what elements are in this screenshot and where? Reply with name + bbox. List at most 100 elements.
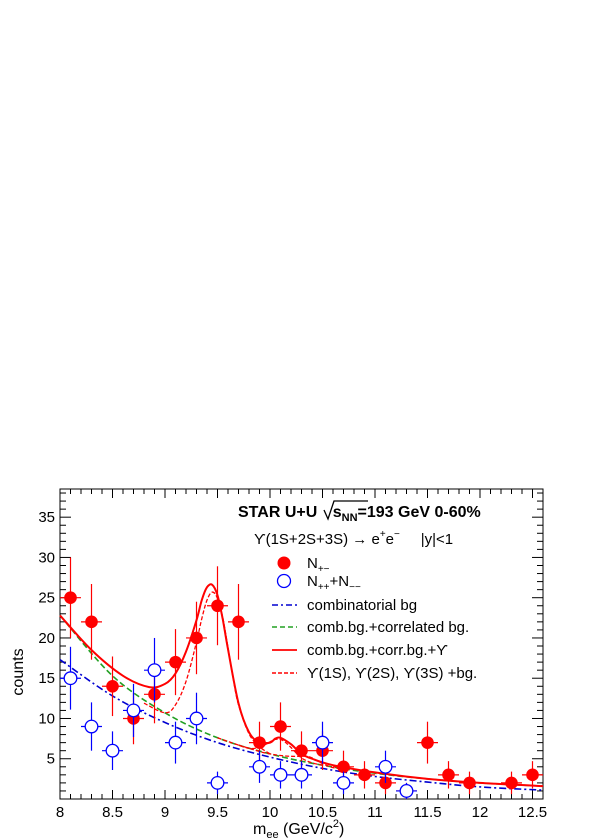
like-sign-point <box>102 731 123 771</box>
legend-like-n2: +N <box>330 573 350 590</box>
like-sign-point <box>81 702 102 751</box>
point-marker <box>211 599 224 613</box>
x-tick-label: 12 <box>472 804 489 821</box>
annotation-sqrt-sub: NN <box>342 512 358 524</box>
point-marker <box>336 775 351 790</box>
y-tick-label: 30 <box>38 549 55 566</box>
point-marker <box>147 663 162 678</box>
point-marker <box>295 744 308 757</box>
legend-label-like: N+++N−− <box>307 573 361 593</box>
axis-ticks <box>59 489 544 800</box>
point-marker <box>64 591 77 605</box>
x-axis-label-sub: ee <box>266 829 278 840</box>
x-axis-label-main: m <box>253 821 266 838</box>
unlike-sign-point <box>186 601 207 675</box>
y-tick-label: 5 <box>47 751 55 768</box>
curve-upsilon-2s <box>217 737 323 766</box>
unlike-sign-point <box>207 566 228 646</box>
point-marker <box>421 736 434 749</box>
tick-labels: 8 8.5 9 9.5 10 10.5 11 11.5 12 12.5 5 10 15 20 25 30 35 <box>38 509 547 821</box>
unlike-sign-point <box>81 584 102 660</box>
like-sign-point <box>333 771 354 795</box>
point-marker <box>442 768 455 782</box>
legend-like-n1: N <box>307 573 318 590</box>
like-sign-point <box>312 721 333 764</box>
y-axis-label: counts <box>10 648 27 695</box>
like-sign-point <box>165 721 186 764</box>
annotation-line1: STAR U+U sNN=193 GeV 0-60% <box>238 504 481 524</box>
annotation-line2: ϒ(1S+2S+3S) → e+e− |y|<1 <box>254 529 453 548</box>
y-tick-label: 15 <box>38 670 55 687</box>
point-marker <box>189 711 204 726</box>
unlike-sign-point <box>165 629 186 696</box>
point-marker <box>526 768 539 782</box>
x-tick-label: 9 <box>161 804 169 821</box>
like-sign-point <box>291 761 312 789</box>
annotation-sup-plus: + <box>380 529 386 540</box>
legend: N+− N+++N−− combinatorial bg comb.bg.+co… <box>272 555 477 682</box>
point-marker <box>106 679 119 693</box>
like-sign-point <box>186 692 207 745</box>
annotation-rapidity: |y|<1 <box>400 531 453 548</box>
x-tick-label: 11.5 <box>413 804 441 821</box>
like-sign-point <box>249 750 270 783</box>
point-marker <box>463 776 476 790</box>
like-sign-point <box>396 782 417 799</box>
x-axis-label-unit-open: (GeV/c <box>279 821 333 838</box>
legend-label-combinatorial: combinatorial bg <box>307 597 417 614</box>
x-axis-label: mee (GeV/c2) <box>253 818 344 840</box>
x-tick-label: 10 <box>262 804 279 821</box>
legend-label-upsilon-states: ϒ(1S), ϒ(2S), ϒ(3S) +bg. <box>307 665 477 682</box>
x-axis-label-unit-sup: 2 <box>333 818 339 830</box>
sqrt-sign-icon <box>323 500 368 521</box>
point-marker <box>252 759 267 774</box>
x-tick-label: 9.5 <box>207 804 228 821</box>
annotation-decay: ϒ(1S+2S+3S) → e <box>254 531 380 548</box>
unlike-sign-point <box>459 771 480 795</box>
unlike-sign-point <box>501 771 522 795</box>
legend-like-sub2: −− <box>349 582 361 593</box>
curve-upsilon-1s <box>143 591 271 755</box>
annotation-experiment: STAR U+U <box>238 504 322 521</box>
unlike-sign-point <box>417 721 438 764</box>
unlike-sign-point <box>522 761 543 789</box>
curve-upsilon-3s <box>238 744 344 770</box>
point-marker <box>169 655 182 669</box>
legend-label-correlated: comb.bg.+correlated bg. <box>307 619 469 636</box>
legend-marker-filled-circle <box>277 556 291 570</box>
point-marker <box>105 743 120 758</box>
point-marker <box>378 759 393 774</box>
point-marker <box>190 631 203 645</box>
x-axis-label-unit-close: ) <box>339 821 344 838</box>
point-marker <box>85 615 98 629</box>
point-marker <box>294 767 309 782</box>
annotation-energy: =193 GeV 0-60% <box>358 504 481 521</box>
point-marker <box>168 735 183 750</box>
point-marker <box>505 776 518 790</box>
x-tick-label: 10.5 <box>308 804 337 821</box>
like-sign-point <box>144 637 165 703</box>
unlike-sign-point <box>60 557 81 638</box>
like-sign-point <box>207 771 228 795</box>
x-tick-label: 8.5 <box>102 804 123 821</box>
y-tick-label: 10 <box>38 710 55 727</box>
like-sign-point <box>270 761 291 789</box>
x-tick-label: 12.5 <box>518 804 547 821</box>
y-tick-label: 20 <box>38 630 55 647</box>
like-sign-point <box>375 750 396 783</box>
unlike-sign-point <box>354 761 375 789</box>
unlike-sign-point <box>270 702 291 751</box>
point-marker <box>273 767 288 782</box>
legend-marker-open-circle <box>276 573 292 589</box>
annotation-sup-minus: − <box>394 529 400 540</box>
point-marker <box>63 671 78 686</box>
point-marker <box>315 735 330 750</box>
unlike-sign-point <box>438 761 459 789</box>
y-tick-label: 25 <box>38 590 55 607</box>
point-marker <box>210 775 225 790</box>
x-tick-label: 11 <box>367 804 383 821</box>
point-marker <box>337 760 350 774</box>
point-marker <box>126 703 141 718</box>
legend-unlike-sub: +− <box>318 564 330 575</box>
